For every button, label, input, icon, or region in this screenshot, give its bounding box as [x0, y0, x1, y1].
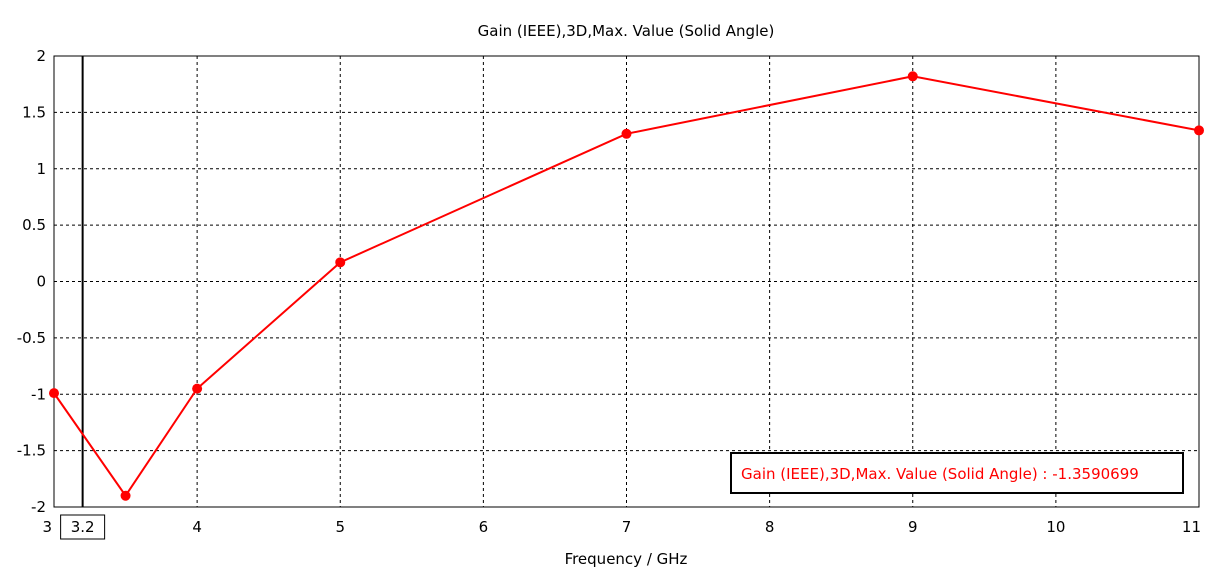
x-tick-label: 11: [1182, 518, 1201, 536]
y-axis-ticks: 2 1.5 1 0.5 0 -0.5 -1 -1.5 -2: [17, 47, 46, 516]
x-tick-label: 3: [42, 518, 52, 536]
plot-frame: [53, 55, 1200, 508]
x-tick-label: 6: [479, 518, 489, 536]
x-axis-label: Frequency / GHz: [565, 550, 688, 568]
y-tick-label: -2: [31, 498, 46, 516]
series: [49, 71, 1204, 501]
y-tick-label: 0.5: [22, 216, 46, 234]
data-point: [1194, 125, 1204, 136]
cursor[interactable]: 3.2: [60, 56, 106, 540]
y-tick-label: 1.5: [22, 103, 46, 121]
y-tick-label: 1: [36, 160, 46, 178]
y-tick-label: -0.5: [17, 329, 46, 347]
data-point: [907, 71, 918, 82]
y-tick-label: -1: [31, 385, 46, 403]
x-axis-ticks: 3 4 5 6 7 8 9 10 11: [42, 518, 1201, 536]
data-point: [621, 128, 632, 139]
x-tick-label: 5: [335, 518, 345, 536]
x-tick-label: 7: [622, 518, 632, 536]
grid: [54, 56, 1199, 507]
data-point: [120, 490, 131, 501]
legend-text: Gain (IEEE),3D,Max. Value (Solid Angle) …: [741, 465, 1139, 483]
cursor-label-box: [60, 514, 106, 540]
legend-box: Gain (IEEE),3D,Max. Value (Solid Angle) …: [730, 452, 1184, 494]
x-tick-label: 9: [908, 518, 918, 536]
y-tick-label: 2: [36, 47, 46, 65]
data-point: [192, 383, 203, 394]
data-point: [335, 257, 346, 268]
x-tick-label: 8: [765, 518, 775, 536]
x-tick-label: 4: [192, 518, 202, 536]
chart-title: Gain (IEEE),3D,Max. Value (Solid Angle): [478, 22, 775, 40]
y-tick-label: 0: [36, 273, 46, 291]
y-tick-label: -1.5: [17, 442, 46, 460]
x-tick-label: 10: [1046, 518, 1065, 536]
legend-frame: [730, 452, 1184, 494]
data-point: [49, 388, 59, 399]
cursor-label: 3.2: [71, 518, 95, 536]
